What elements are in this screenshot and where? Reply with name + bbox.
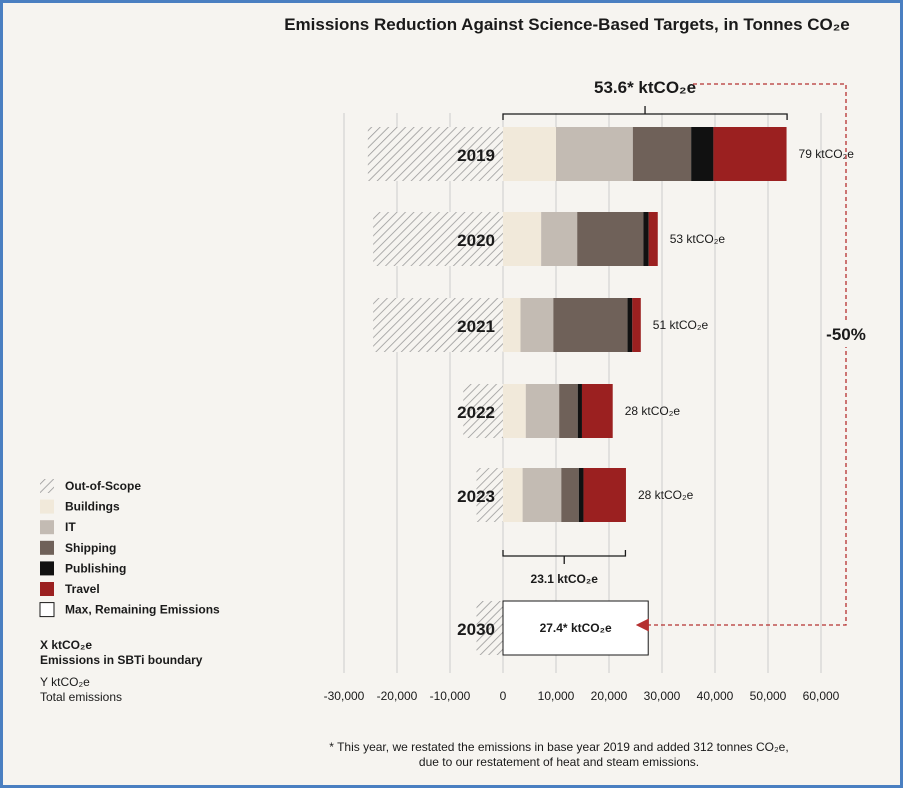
legend-label-travel: Travel — [65, 582, 100, 596]
year-label-2020: 2020 — [457, 231, 495, 250]
total-label-2022: 28 ktCO₂e — [625, 404, 681, 418]
bracket-2023: 23.1 ktCO₂e — [502, 550, 627, 586]
total-label-2020: 53 ktCO₂e — [670, 232, 726, 246]
bar-2022-travel — [581, 384, 613, 438]
bar-2023-travel — [583, 468, 626, 522]
x-tick-label-4: 10,000 — [538, 689, 575, 703]
bracket-2019: 53.6* ktCO₂e — [502, 78, 788, 120]
reduction-label: -50% — [826, 325, 866, 344]
x-tick-label-2: -10,000 — [430, 689, 471, 703]
bar-2023-buildings — [503, 468, 523, 522]
target-label-2030: 27.4* ktCO₂e — [540, 621, 612, 635]
bar-2019-buildings — [503, 127, 556, 181]
x-tick-label-5: 20,000 — [591, 689, 628, 703]
year-label-2021: 2021 — [457, 317, 495, 336]
legend-label-shipping: Shipping — [65, 541, 116, 555]
x-tick-label-1: -20,000 — [377, 689, 418, 703]
footnote-line-1: * This year, we restated the emissions i… — [329, 740, 788, 754]
total-label-2019: 79 ktCO₂e — [799, 147, 855, 161]
bar-2022-shipping — [559, 384, 578, 438]
x-axis: -30,000 -20,000 -10,000 0 10,000 20,000 30,000… — [324, 689, 840, 703]
chart-canvas: Emissions Reduction Against Science-Base… — [39, 15, 867, 769]
reduction-label-bg — [825, 321, 867, 347]
legend-swatch-buildings — [40, 499, 54, 514]
bar-2020-publishing — [643, 212, 649, 266]
bar-2021-shipping — [553, 298, 628, 352]
x-tick-label-7: 40,000 — [697, 689, 734, 703]
bar-2023-out-of-scope — [476, 468, 503, 522]
bar-2022-buildings — [503, 384, 526, 438]
year-label-2019: 2019 — [457, 146, 495, 165]
bar-2021-publishing — [627, 298, 633, 352]
bar-2019-out-of-scope — [367, 127, 503, 181]
bar-2023-shipping — [561, 468, 579, 522]
chart-title: Emissions Reduction Against Science-Base… — [284, 15, 850, 34]
bar-2022-out-of-scope — [463, 384, 503, 438]
bar-2022-publishing — [577, 384, 582, 438]
bar-2019-shipping — [632, 127, 692, 181]
legend-x-label-2: Emissions in SBTi boundary — [40, 653, 203, 667]
x-tick-label-0: -30,000 — [324, 689, 365, 703]
x-tick-label-6: 30,000 — [644, 689, 681, 703]
bar-2021-it — [520, 298, 554, 352]
bar-2020-travel — [648, 212, 658, 266]
year-label-2030: 2030 — [457, 620, 495, 639]
legend-label-hatch: Out-of-Scope — [65, 479, 141, 493]
legend-swatch-publishing — [40, 561, 54, 576]
x-tick-label-8: 50,000 — [750, 689, 787, 703]
legend-y-label-1: Y ktCO₂e — [40, 675, 90, 689]
legend-swatch-it — [40, 520, 54, 535]
bar-2019-travel — [713, 127, 787, 181]
bar-2019-publishing — [691, 127, 714, 181]
bar-2023-publishing — [578, 468, 584, 522]
reduction-arrow: -50% — [635, 83, 867, 632]
legend: Out-of-Scope Buildings IT Shipping Publishin… — [39, 479, 220, 618]
legend-swatch-target_box — [39, 602, 55, 618]
bracket-2019-line — [502, 106, 788, 120]
bar-2030-max-remaining-emissions — [502, 600, 649, 656]
total-label-2023: 28 ktCO₂e — [638, 488, 694, 502]
legend-swatch-travel — [40, 582, 54, 596]
bar-2020-it — [541, 212, 578, 266]
bar-2023-it — [522, 468, 562, 522]
legend-label-it: IT — [65, 520, 76, 534]
year-label-2023: 2023 — [457, 487, 495, 506]
bars — [367, 127, 787, 656]
legend-swatch-shipping — [40, 540, 54, 555]
bar-2020-shipping — [577, 212, 644, 266]
legend-label-buildings: Buildings — [65, 500, 120, 514]
x-tick-label-9: 60,000 — [803, 689, 840, 703]
x-tick-label-3: 0 — [500, 689, 507, 703]
legend-swatch-hatch — [40, 479, 54, 493]
bar-2020-out-of-scope — [373, 212, 503, 266]
bar-labels: 2019 79 ktCO₂e 2020 53 ktCO₂e 2021 51 ktCO₂e 2… — [457, 146, 854, 639]
bar-2021-buildings — [503, 298, 521, 352]
total-label-2021: 51 ktCO₂e — [653, 318, 709, 332]
bar-2020-buildings — [503, 212, 542, 266]
footnote-line-2: due to our restatement of heat and steam… — [419, 755, 699, 769]
legend-label-target_box: Max, Remaining Emissions — [65, 603, 220, 617]
legend-label-publishing: Publishing — [65, 561, 126, 575]
bar-2021-out-of-scope — [373, 298, 503, 352]
bar-2030-out-of-scope — [476, 601, 503, 655]
reduction-arrow-line — [635, 83, 847, 632]
year-label-2022: 2022 — [457, 403, 495, 422]
bracket-2019-label: 53.6* ktCO₂e — [594, 78, 696, 97]
bracket-2023-label: 23.1 ktCO₂e — [531, 572, 599, 586]
legend-x-label-1: X ktCO₂e — [40, 638, 92, 652]
bar-2022-it — [525, 384, 560, 438]
legend-y-label-2: Total emissions — [40, 690, 122, 704]
bracket-2023-line — [502, 550, 627, 564]
bar-2021-travel — [632, 298, 641, 352]
bar-2019-it — [556, 127, 633, 181]
